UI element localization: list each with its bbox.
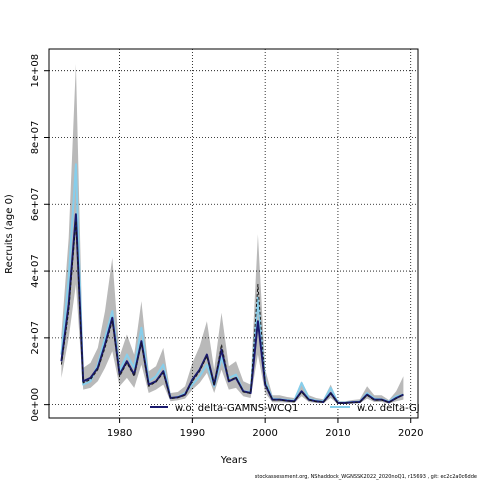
y-tick-label: 0e+00	[30, 388, 41, 422]
y-tick-label: 1e+08	[30, 54, 41, 88]
credit-text: stockassessment.org, NShaddock_WGNSSK202…	[255, 474, 477, 480]
x-tick-label: 2020	[398, 428, 423, 439]
y-tick-label: 6e+07	[30, 187, 41, 221]
confidence-band-layer	[61, 64, 404, 404]
plot-frame	[48, 48, 419, 419]
y-tick-label: 8e+07	[30, 121, 41, 155]
x-tick-label: 2000	[252, 428, 277, 439]
legend-label-0: w.o. delta-GAMNS-WCQ1	[175, 403, 298, 414]
x-tick-label: 1990	[180, 428, 205, 439]
x-tick-label: 2010	[325, 428, 350, 439]
series-line-layer	[60, 163, 404, 404]
legend: w.o. delta-GAMNS-WCQ1 w.o. delta-GJ	[150, 403, 420, 414]
series-line-2	[60, 220, 404, 404]
y-axis-title: Recruits (age 0)	[4, 194, 15, 274]
legend-label-1: w.o. delta-GJ	[357, 403, 420, 414]
axis-layer: 1980 1990 2000 2010 2020 0e+00 2e+07 4e+07 6e+07…	[30, 54, 423, 439]
y-tick-label: 2e+07	[30, 321, 41, 355]
y-tick-label: 4e+07	[30, 254, 41, 288]
x-axis-title: Years	[220, 455, 247, 466]
confidence-band	[61, 64, 404, 404]
x-tick-label: 1980	[107, 428, 132, 439]
